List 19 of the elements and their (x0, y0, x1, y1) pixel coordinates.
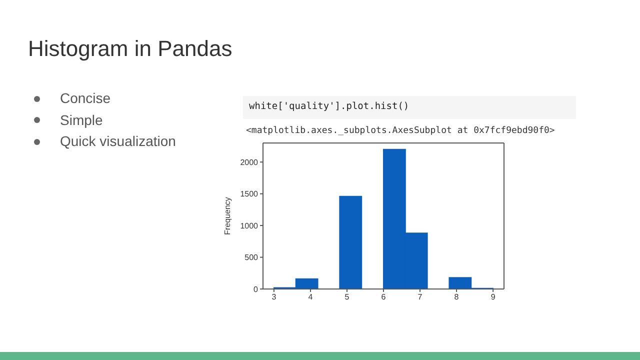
x-tick-label: 9 (490, 292, 496, 302)
y-tick-label: 0 (254, 284, 259, 294)
y-tick-label: 500 (244, 253, 259, 262)
chart-title: Histogram in Pandas (28, 36, 232, 62)
y-tick-label: 2000 (240, 158, 259, 167)
x-tick-label: 6 (381, 292, 386, 302)
text: <matplotlib.axes._subplots.AxesSubplot at 0x7fcf9ebd90f0> (246, 126, 555, 136)
text: Simple (60, 110, 103, 130)
x-tick-label: 7 (418, 292, 423, 302)
text: white['quality'].plot.hist() (249, 101, 410, 112)
x-tick-label: 4 (308, 292, 314, 302)
x-tick-label: 8 (454, 292, 460, 302)
y-tick-label: 1000 (240, 221, 259, 230)
y-tick-label: 1500 (240, 190, 259, 199)
text: Concise (60, 89, 111, 108)
y-axis-title: Frequency (222, 197, 232, 235)
x-tick-label: 3 (272, 292, 277, 302)
x-tick-label: 5 (344, 292, 350, 302)
text: Quick visualization (60, 132, 176, 151)
